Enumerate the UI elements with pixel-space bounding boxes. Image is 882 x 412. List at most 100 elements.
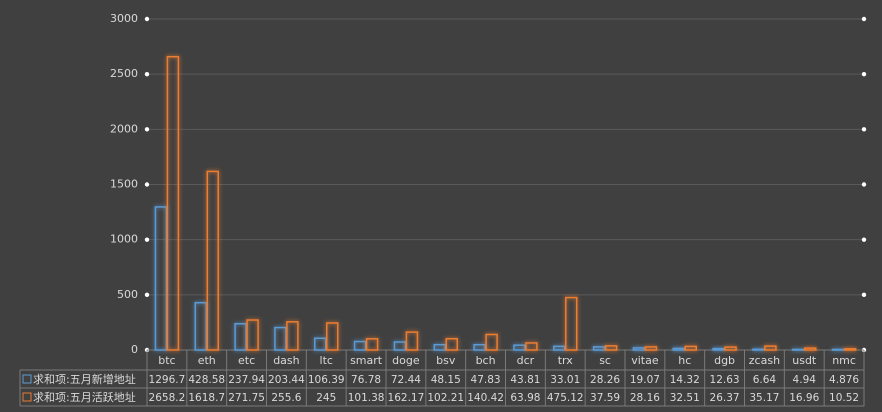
bar	[393, 341, 407, 351]
x-tick-label: eth	[198, 354, 216, 367]
bar	[405, 331, 419, 351]
x-tick-label: dgb	[714, 354, 735, 367]
x-tick-label: bsv	[436, 354, 456, 367]
table-value: 162.17	[388, 392, 425, 404]
x-tick-label: btc	[158, 354, 175, 367]
table-value: 428.58	[188, 374, 225, 386]
table-value: 475.12	[547, 392, 584, 404]
bar	[712, 347, 725, 351]
table-value: 203.44	[268, 374, 305, 386]
x-tick-label: dcr	[517, 354, 535, 367]
grid-dot	[144, 292, 150, 298]
table-value: 48.15	[431, 374, 461, 386]
bar	[433, 343, 446, 351]
y-tick-label: 500	[117, 288, 138, 301]
grid-dot	[144, 71, 150, 77]
bar	[485, 333, 498, 351]
table-value: 12.63	[710, 374, 740, 386]
y-tick-label: 1000	[110, 233, 138, 246]
table-value: 14.32	[670, 374, 700, 386]
x-tick-label: zcash	[749, 354, 780, 367]
table-value: 63.98	[510, 392, 540, 404]
x-tick-label: vitae	[631, 354, 659, 367]
bar	[286, 321, 299, 351]
bar	[513, 344, 526, 351]
bar	[246, 319, 259, 351]
y-tick-label: 1500	[110, 178, 138, 191]
table-value: 255.6	[271, 392, 301, 404]
bar	[843, 348, 857, 351]
grid-dot	[144, 16, 150, 22]
grid-dot	[861, 127, 867, 132]
table-value: 28.16	[630, 392, 660, 404]
bar	[752, 348, 765, 351]
x-tick-label: bch	[476, 354, 496, 367]
table-value: 10.52	[829, 392, 859, 404]
x-tick-label: sc	[599, 354, 611, 367]
table-value: 1296.7	[149, 374, 186, 386]
table-value: 1618.7	[188, 392, 225, 404]
bar	[154, 206, 168, 351]
bar	[525, 342, 538, 351]
y-tick-label: 0	[131, 343, 138, 356]
table-value: 32.51	[670, 392, 700, 404]
legend-swatch	[22, 392, 32, 402]
x-tick-label: trx	[558, 354, 574, 367]
table-value: 4.876	[829, 374, 859, 386]
table-value: 140.42	[467, 392, 504, 404]
table-value: 72.44	[391, 374, 421, 386]
grid-dot	[861, 292, 867, 298]
bar	[353, 340, 367, 351]
table-value: 26.37	[710, 392, 740, 404]
table-value: 271.75	[228, 392, 265, 404]
x-tick-label: doge	[392, 354, 420, 367]
table-value: 102.21	[427, 392, 464, 404]
table-value: 28.26	[590, 374, 620, 386]
legend-label: 求和项:五月新增地址	[33, 372, 136, 386]
table-value: 43.81	[510, 374, 540, 386]
table-value: 35.17	[749, 392, 779, 404]
bar	[194, 301, 207, 351]
table-value: 33.01	[550, 374, 580, 386]
bar	[632, 347, 646, 351]
grid-dot	[861, 182, 867, 187]
x-tick-label: usdt	[792, 354, 817, 367]
bar	[314, 337, 327, 351]
bar	[326, 322, 339, 351]
x-tick-label: etc	[238, 354, 255, 367]
bar	[644, 346, 658, 351]
table-value: 6.64	[753, 374, 777, 386]
x-tick-label: hc	[678, 354, 691, 367]
grid-dot	[861, 71, 867, 77]
table-value: 76.78	[351, 374, 381, 386]
bar	[365, 338, 379, 351]
bar	[724, 346, 737, 351]
table-value: 101.38	[348, 392, 385, 404]
grid-dot	[144, 182, 150, 187]
x-tick-label: nmc	[832, 354, 856, 367]
x-tick-label: ltc	[320, 354, 333, 367]
bar	[684, 345, 697, 351]
y-tick-label: 2000	[110, 122, 138, 135]
bar	[473, 343, 486, 351]
bar	[764, 345, 777, 351]
legend-label: 求和项:五月活跃地址	[33, 390, 136, 404]
bar	[672, 347, 685, 351]
y-tick-label: 3000	[110, 12, 138, 25]
bar	[604, 345, 618, 351]
bar	[565, 296, 578, 351]
table-value: 16.96	[789, 392, 819, 404]
table-value: 19.07	[630, 374, 660, 386]
grid-dot	[144, 127, 150, 132]
table-value: 237.94	[228, 374, 265, 386]
bar	[804, 347, 817, 351]
table-value: 37.59	[590, 392, 620, 404]
bar	[166, 55, 180, 351]
bar	[792, 348, 805, 351]
grid-dot	[861, 16, 867, 22]
grid-dot	[861, 237, 867, 242]
bar	[445, 337, 458, 351]
x-tick-label: dash	[273, 354, 299, 367]
